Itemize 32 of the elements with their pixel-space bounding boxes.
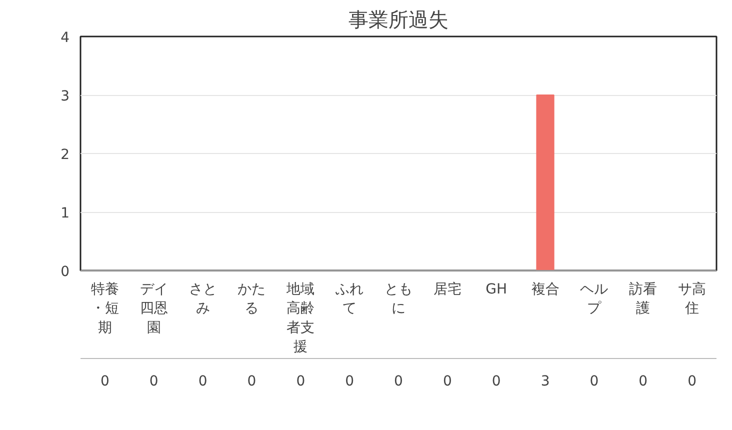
x-tick-label: 特養・短期: [90, 282, 119, 336]
x-tick-label: 居宅: [433, 282, 462, 298]
y-tick-label: 2: [60, 147, 70, 163]
data-label: 0: [638, 374, 648, 390]
y-tick-label: 4: [60, 30, 70, 46]
data-label: 3: [540, 374, 550, 390]
x-tick-label: サ高住: [678, 282, 706, 317]
data-label: 0: [492, 374, 501, 390]
y-tick-label: 0: [60, 264, 70, 280]
y-tick-label: 1: [60, 206, 70, 222]
data-label: 0: [198, 374, 208, 390]
x-tick-label: 地域高齢者支援: [286, 282, 315, 356]
x-tick-label: GH: [486, 282, 508, 298]
x-tick-label: 複合: [531, 282, 560, 298]
x-tick-label: ふれて: [334, 282, 364, 317]
data-label: 0: [345, 374, 354, 390]
data-label: 0: [296, 374, 306, 390]
y-tick-label: 3: [60, 88, 70, 104]
data-label: 0: [394, 374, 403, 390]
x-tick-label: かたる: [238, 282, 266, 317]
data-label: 0: [442, 374, 452, 390]
x-tick-label: さとみ: [188, 282, 217, 317]
data-label: 0: [688, 374, 697, 390]
x-tick-label: 訪看護: [629, 282, 658, 317]
chart-title: 事業所過失: [348, 8, 448, 32]
x-tick-label: ともに: [384, 282, 412, 317]
data-label: 0: [149, 374, 158, 390]
x-tick-label: デイ四恩園: [140, 282, 168, 336]
data-label: 0: [590, 374, 599, 390]
x-tick-label: ヘルプ: [580, 282, 608, 317]
data-label: 0: [247, 374, 256, 390]
data-label: 0: [100, 374, 110, 390]
